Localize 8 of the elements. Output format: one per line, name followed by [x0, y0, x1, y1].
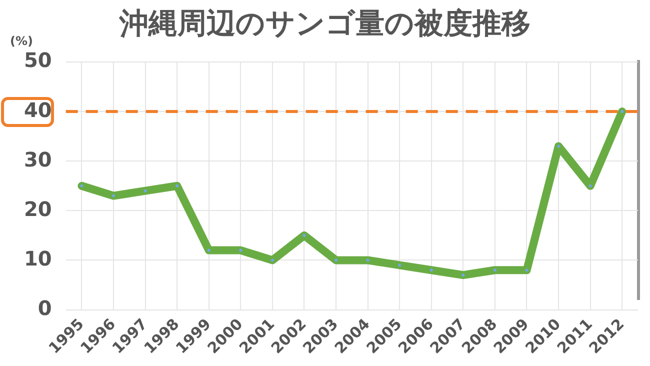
chart-title: 沖縄周辺のサンゴ量の被度推移 — [120, 6, 530, 40]
y-tick-label: 50 — [24, 48, 52, 72]
y-tick-label: 10 — [24, 246, 52, 270]
y-tick-label: 30 — [24, 147, 52, 172]
y-tick-label: 0 — [38, 296, 52, 320]
y-tick-label: 20 — [24, 196, 52, 221]
y-axis-title: (%) — [10, 34, 33, 48]
y-tick-label: 40 — [24, 98, 52, 122]
